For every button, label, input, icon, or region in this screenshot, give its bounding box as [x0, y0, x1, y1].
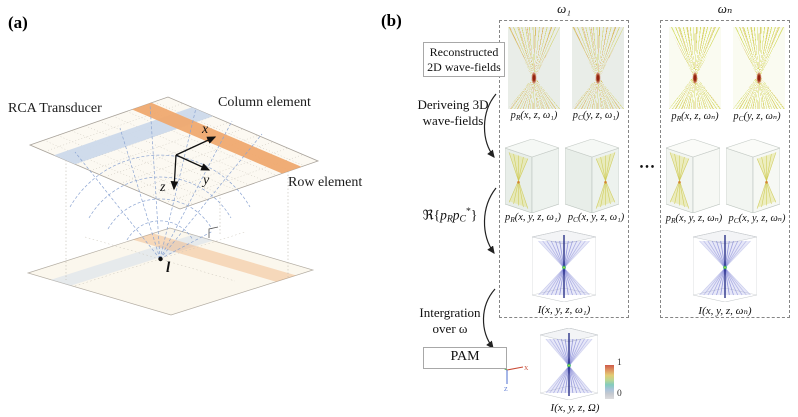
wavefield-3d-column-omegan [725, 138, 781, 214]
z-axis-label: z [159, 180, 166, 195]
focus-ray [159, 120, 233, 260]
wavefield-3d-column-label: pC(x, y, z, ω₁) [567, 212, 625, 224]
focal-point-dot [158, 256, 163, 262]
panel-b-tag: (b) [381, 11, 402, 30]
real-part-conjugate: * [466, 206, 471, 217]
z-axis-arrow [170, 154, 179, 191]
row-element-band [132, 102, 302, 174]
wavefield-3d-row-omegan [665, 138, 721, 214]
x-axis-label: x [201, 122, 209, 137]
wavefield-2d-row-label: pR(x, z, ωₙ) [671, 111, 719, 123]
real-part-close: } [470, 207, 478, 223]
column-band-projection [50, 234, 213, 286]
step-deriving: Deriveing 3D wave-fields [405, 97, 501, 128]
step-deriving-line2: wave-fields [422, 112, 484, 128]
focus-ray [74, 151, 161, 260]
mini-x-axis [506, 366, 524, 371]
omega-block-1: ω₁ pR(x, z, ω₁) pC(y, z, ω₁) pR(x, y, z,… [499, 0, 629, 332]
wavefield-2d-column-label: pC(y, z, ωₙ) [733, 111, 781, 123]
real-part-p1: p [440, 207, 447, 223]
x-axis-arrow [175, 136, 217, 156]
intensity-label-omega1: I(x, y, z, ω₁) [537, 304, 591, 316]
real-part-p2: p [452, 207, 460, 223]
mini-x-label: X [524, 366, 529, 372]
omegan-dashed-frame [660, 20, 790, 318]
wavefront-arc [69, 154, 251, 208]
ellipsis: ••• [639, 162, 657, 173]
wavefield-3d-row-label: pR(x, y, z, ω₁) [505, 212, 561, 224]
wavefront-arc [88, 176, 232, 219]
panel-a-tag: (a) [8, 13, 28, 32]
wavefield-2d-row-omega1 [508, 27, 560, 109]
real-part-open: ℜ{ [422, 207, 441, 223]
focus-ray [159, 133, 263, 260]
wavefront-arc [107, 198, 213, 230]
colorbar-max: 1 [617, 358, 622, 368]
omega1-dashed-frame [499, 20, 629, 318]
wavefield-2d-row-label: pR(x, z, ω₁) [510, 110, 558, 122]
omega-block-n: ωₙ pR(x, z, ωₙ) pC(y, z, ωₙ) pR(x, y, z,… [660, 0, 790, 332]
pam-box: PAM [423, 347, 507, 369]
wavefield-2d-column-omega1 [572, 27, 624, 109]
focal-point-label: l [166, 260, 171, 276]
intensity-label-omegan: I(x, y, z, ωₙ) [698, 305, 752, 317]
intensity-volume-omega1 [531, 229, 597, 307]
step-reconstructed-line1: Reconstructed [429, 45, 499, 59]
rca-transducer-scene: (a) x y z [8, 13, 362, 316]
focus-ray [149, 103, 161, 260]
wavefield-2d-row-omegan [669, 27, 721, 109]
wavefield-2d-column-label: pC(y, z, ω₁) [572, 110, 620, 122]
mini-z-label: Z [504, 387, 508, 392]
wavefield-3d-row-omega1 [504, 138, 560, 214]
wavefield-2d-column-omegan [733, 27, 785, 109]
wavefield-3d-column-omega1 [564, 138, 620, 214]
column-element-label: Column element [218, 95, 311, 110]
focal-plane [26, 227, 315, 316]
step-real-part-formula: ℜ{pRpC*} [403, 206, 497, 225]
step-reconstructed-box: Reconstructed 2D wave-fields [423, 42, 505, 77]
step-integration-line1: Intergration [419, 305, 481, 320]
omegan-header: ωₙ [717, 1, 733, 16]
real-part-sub1: R [446, 213, 453, 225]
wavefield-3d-row-label: pR(x, y, z, ωₙ) [665, 213, 723, 225]
final-intensity-label: I(x, y, z, Ω) [550, 402, 600, 414]
transducer-plane [28, 96, 320, 210]
y-axis-label: y [201, 173, 210, 188]
step-reconstructed-line2: 2D wave-fields [427, 59, 501, 74]
wavefield-3d-column-label: pC(x, y, z, ωₙ) [728, 213, 786, 225]
right-angle-mark [208, 226, 219, 238]
step-integration: Intergration over ω [403, 305, 497, 336]
real-part-sub2: C [459, 213, 467, 225]
transducer-label: RCA Transducer [8, 101, 102, 116]
step-deriving-line1: Deriveing 3D [417, 97, 489, 112]
final-intensity-volume [539, 327, 599, 405]
y-axis-arrow [175, 154, 211, 171]
focus-ray [119, 127, 161, 260]
intensity-volume-omegan [692, 229, 758, 307]
omega1-header: ω₁ [557, 1, 571, 16]
step-integration-line2: over ω [432, 320, 468, 336]
row-band-projection [133, 233, 296, 282]
colorbar-min: 0 [617, 389, 622, 399]
row-element-label: Row element [288, 175, 362, 190]
colorbar [605, 365, 614, 399]
